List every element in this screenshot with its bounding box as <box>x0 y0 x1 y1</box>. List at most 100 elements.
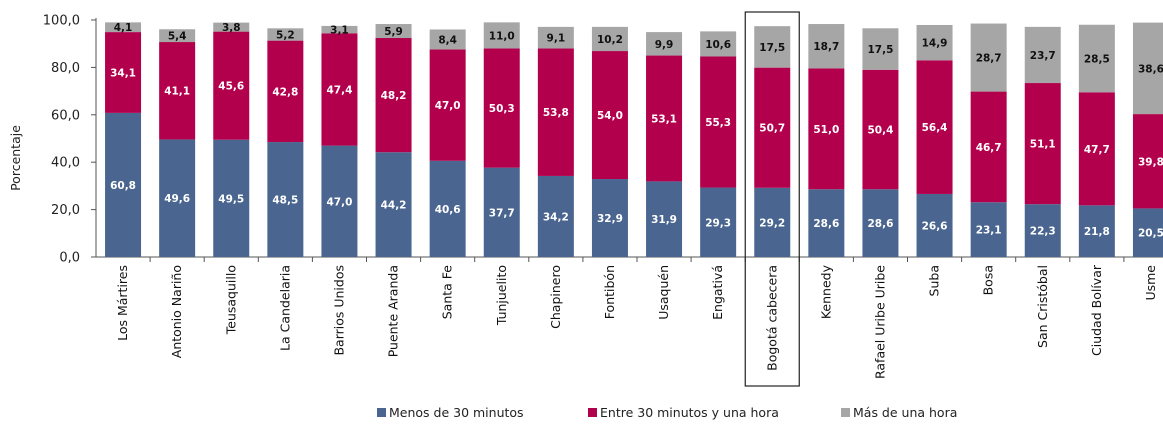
bar-segment <box>1078 205 1115 257</box>
category-label: Rafael Uribe Uribe <box>872 265 887 379</box>
bar-segment <box>375 152 412 257</box>
data-label: 48,5 <box>272 195 298 207</box>
bar-segment <box>808 68 845 190</box>
bar-segment <box>1132 114 1163 209</box>
data-label: 3,8 <box>222 22 241 34</box>
legend: Menos de 30 minutos Entre 30 minutos y un… <box>377 405 957 420</box>
data-label: 53,8 <box>543 107 569 119</box>
data-label: 38,6 <box>1138 63 1163 75</box>
bar-segment <box>808 24 845 69</box>
bar-segment <box>646 181 683 257</box>
bar-segment <box>105 22 142 33</box>
bar-segment <box>483 22 520 49</box>
data-label: 47,0 <box>326 196 352 208</box>
bar-segment <box>537 175 574 257</box>
bar-segment <box>1024 83 1061 205</box>
data-label: 45,6 <box>218 81 244 93</box>
y-tick-label: 0,0 <box>59 251 80 266</box>
bar-segment <box>646 55 683 182</box>
data-label: 5,9 <box>384 26 403 38</box>
category-label: Tunjuelito <box>494 265 509 326</box>
y-tick-label: 100,0 <box>43 14 80 29</box>
bar-segment <box>213 31 250 140</box>
bar-segment <box>646 32 683 56</box>
bar-segment <box>1078 24 1115 93</box>
bar-segment <box>105 32 142 113</box>
bar-segment <box>429 29 466 50</box>
category-label: Usme <box>1143 265 1158 301</box>
bar-segment <box>483 167 520 257</box>
data-label: 28,6 <box>813 218 839 230</box>
category-label: Bogotá cabecera <box>764 265 779 371</box>
bar-segment <box>321 145 358 257</box>
legend-swatch <box>841 408 850 417</box>
bar-segment <box>862 189 899 257</box>
data-label: 26,6 <box>922 220 948 232</box>
category-label: La Candelaria <box>277 265 292 351</box>
bar-segment <box>429 49 466 161</box>
bar-segment <box>537 26 574 49</box>
legend-entry: Menos de 30 minutos <box>389 405 524 420</box>
bar-segment <box>862 28 899 70</box>
data-label: 4,1 <box>114 22 133 34</box>
data-label: 31,9 <box>651 214 677 226</box>
data-label: 49,6 <box>164 193 190 205</box>
data-label: 60,8 <box>110 180 136 192</box>
bar-segment <box>700 56 737 188</box>
category-label: Antonio Nariño <box>169 265 184 358</box>
data-labels: 60,8 34,1 4,1 49,6 41,1 5,4 49,5 45,6 3,8 48,5 42,… <box>110 22 1163 240</box>
legend-entry: Entre 30 minutos y una hora <box>600 405 779 420</box>
data-label: 5,4 <box>168 31 187 43</box>
data-label: 53,1 <box>651 113 677 125</box>
bar-segment <box>754 26 791 68</box>
category-labels: Los Mártires Antonio Nariño Teusaquillo La … <box>115 264 1158 379</box>
category-label: Puente Aranda <box>386 265 401 357</box>
data-label: 55,3 <box>705 117 731 129</box>
data-label: 29,2 <box>759 217 785 229</box>
bars <box>105 22 1163 258</box>
bar-segment <box>375 24 412 39</box>
data-label: 28,6 <box>867 218 893 230</box>
bar-segment <box>213 22 250 32</box>
data-label: 54,0 <box>597 110 623 122</box>
bar-segment <box>808 189 845 257</box>
data-label: 23,1 <box>976 225 1002 237</box>
bar-segment <box>159 29 196 43</box>
data-label: 28,7 <box>976 53 1002 65</box>
data-label: 47,0 <box>435 100 461 112</box>
category-label: Chapinero <box>548 265 563 329</box>
y-tick-label: 40,0 <box>51 156 80 171</box>
data-label: 34,2 <box>543 211 569 223</box>
data-label: 50,7 <box>759 123 785 135</box>
bar-segment <box>970 91 1007 203</box>
y-axis-label: Porcentaje <box>8 125 23 191</box>
data-label: 5,2 <box>276 29 295 41</box>
bar-segment <box>916 193 953 257</box>
data-label: 47,4 <box>326 84 352 96</box>
category-label: Teusaquillo <box>223 265 238 335</box>
bar-segment <box>159 139 196 257</box>
data-label: 46,7 <box>976 142 1002 154</box>
data-label: 42,8 <box>272 86 298 98</box>
data-label: 21,8 <box>1084 226 1110 238</box>
bar-segment <box>591 26 628 52</box>
data-label: 17,5 <box>867 44 893 56</box>
data-label: 29,3 <box>705 217 731 229</box>
y-tick-label: 80,0 <box>51 61 80 76</box>
bar-segment <box>916 60 953 194</box>
bar-segment <box>321 25 358 34</box>
bar-segment <box>754 67 791 188</box>
bar-segment <box>1024 204 1061 257</box>
data-label: 50,3 <box>489 103 515 115</box>
bar-segment <box>1078 92 1115 206</box>
data-label: 9,9 <box>655 39 674 51</box>
category-label: Bosa <box>981 265 996 295</box>
data-label: 3,1 <box>330 25 349 37</box>
bar-segment <box>916 24 953 61</box>
data-label: 51,0 <box>813 124 839 136</box>
category-label: Engativá <box>710 265 725 320</box>
bar-segment <box>700 31 737 57</box>
data-label: 48,2 <box>381 90 407 102</box>
legend-swatch <box>588 408 597 417</box>
bar-segment <box>267 28 304 41</box>
